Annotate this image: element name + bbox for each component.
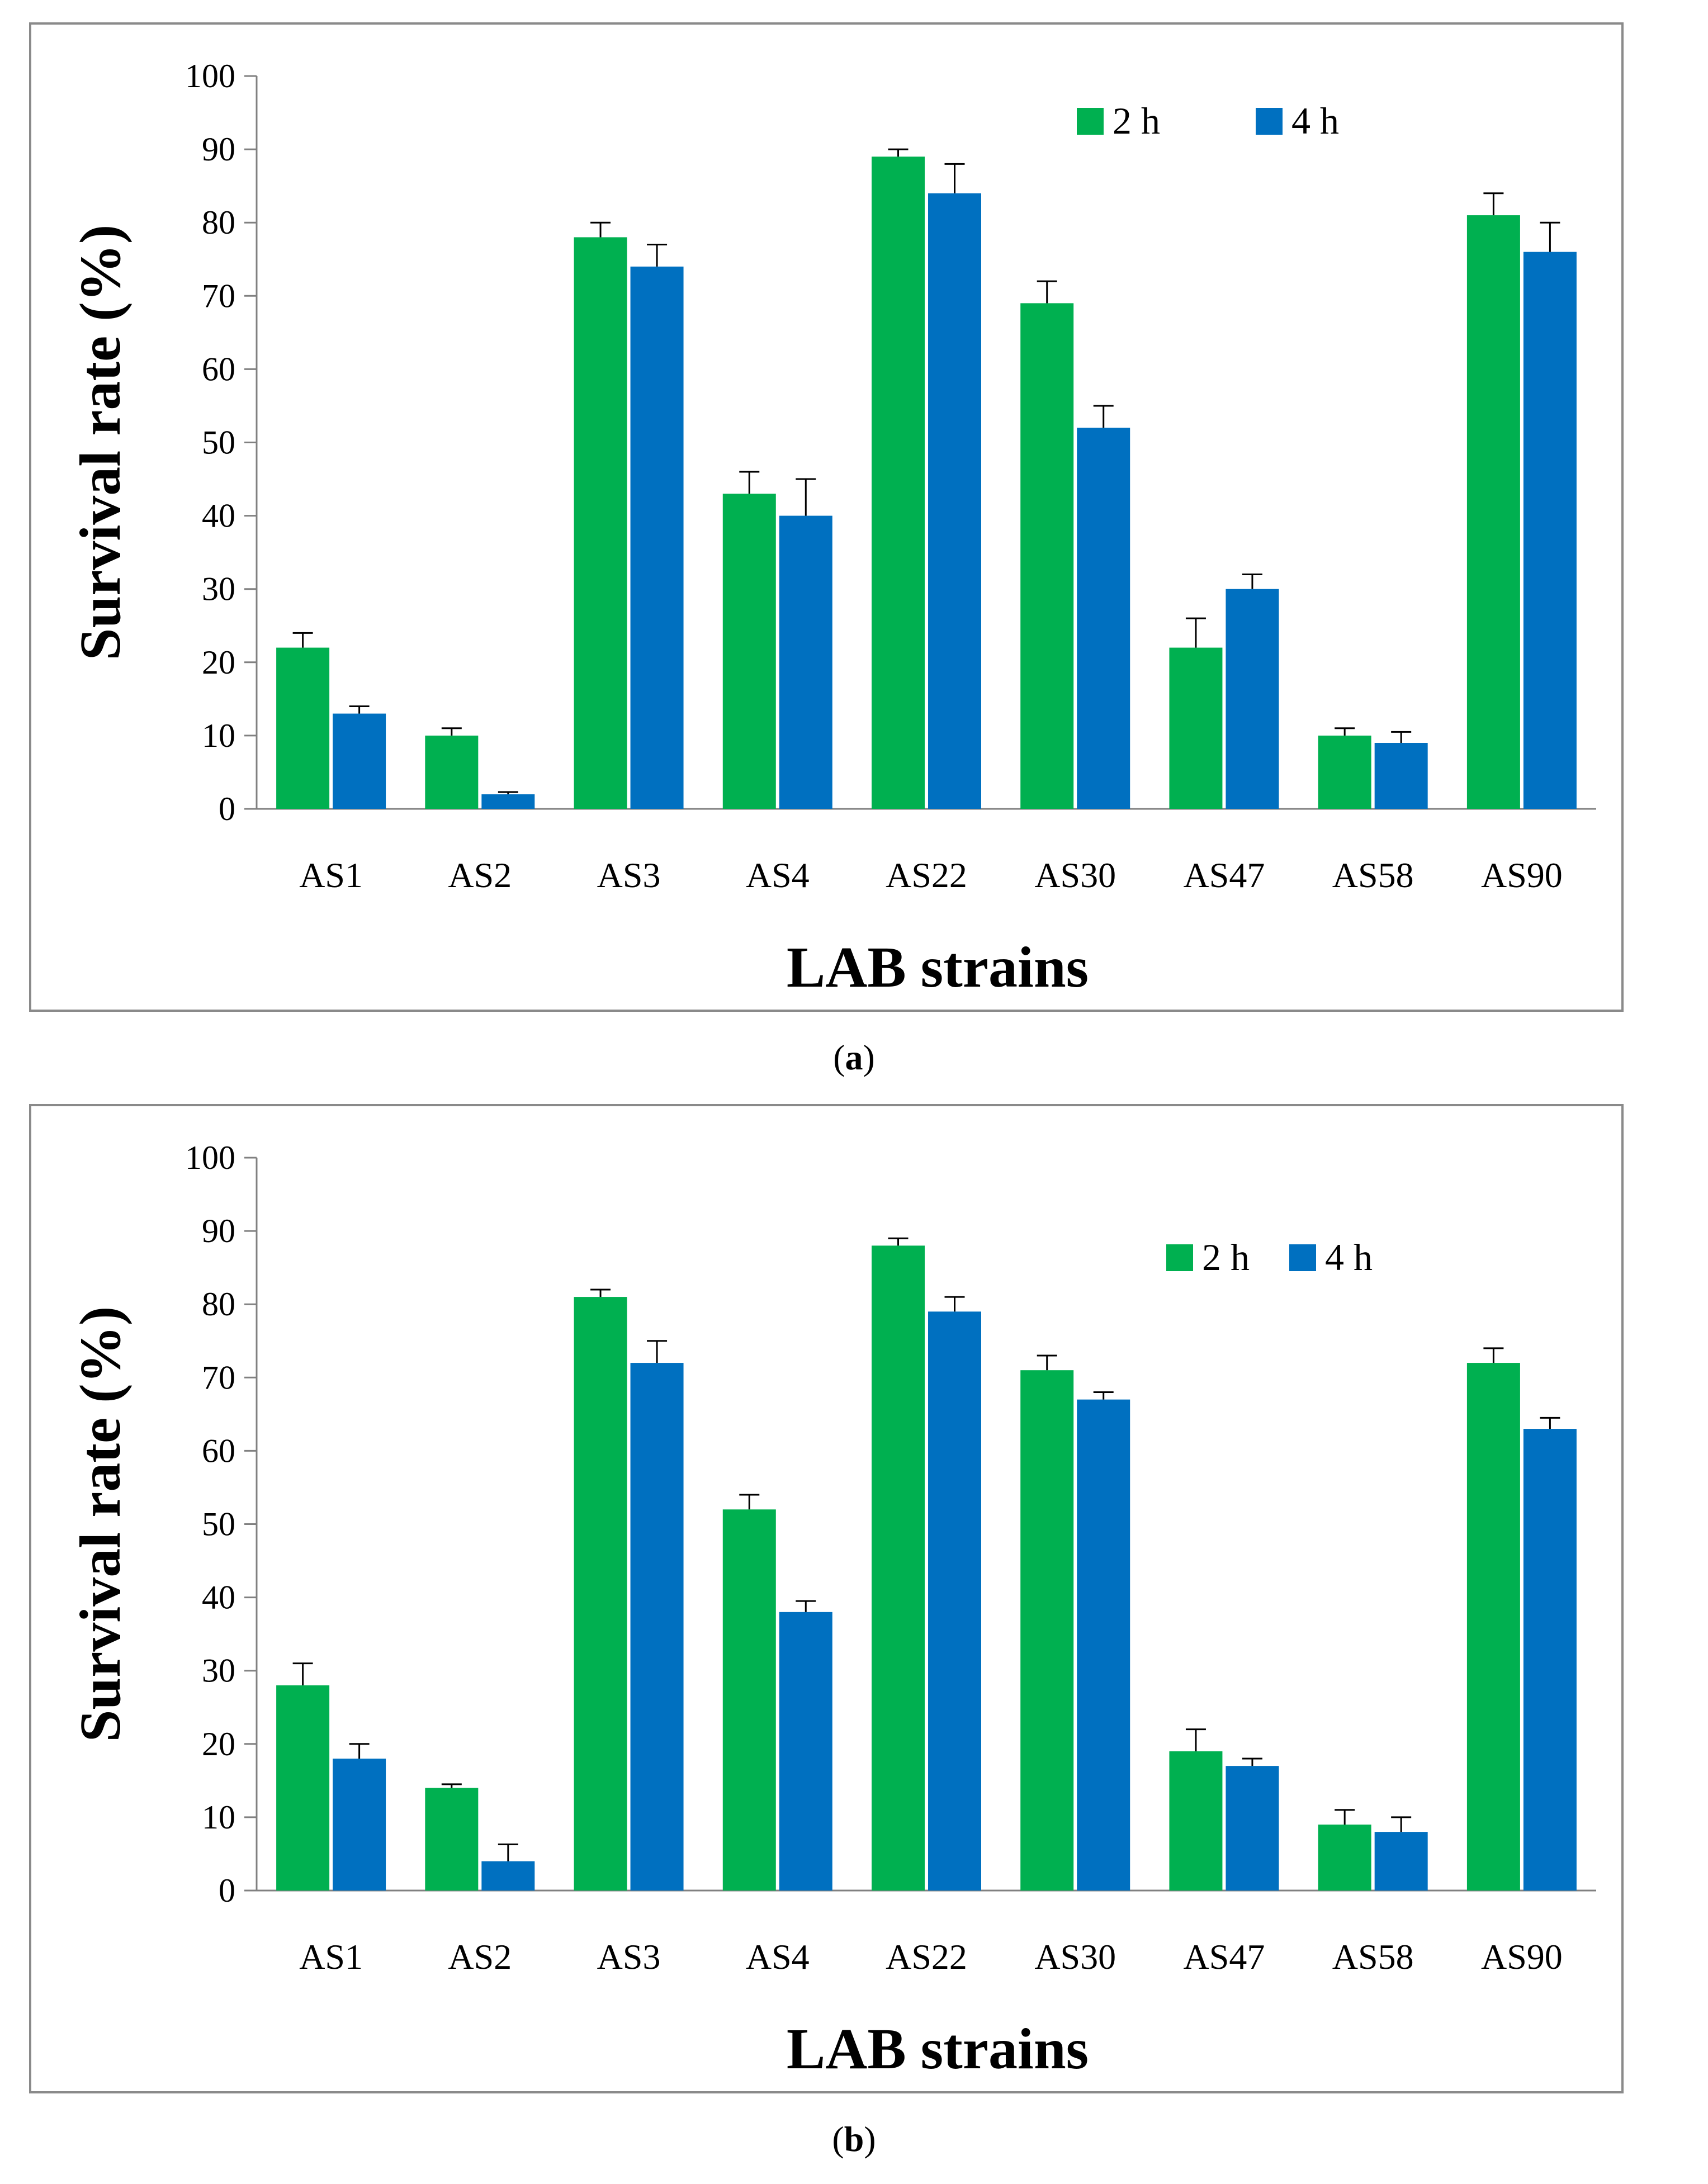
legend-swatch-4h	[1289, 1244, 1316, 1271]
y-tick-label: 20	[202, 644, 235, 681]
y-tick-label: 30	[202, 571, 235, 608]
caption-a-letter: a	[845, 1037, 863, 1077]
x-tick-label: AS22	[886, 1937, 967, 1977]
x-tick-label: AS58	[1332, 1937, 1414, 1977]
bar-4h-AS30	[1077, 1399, 1130, 1891]
bar-2h-AS47	[1169, 647, 1223, 809]
bar-4h-AS90	[1523, 1429, 1577, 1891]
bar-4h-AS3	[630, 1363, 684, 1891]
bar-2h-AS90	[1466, 215, 1520, 809]
x-tick-label: AS2	[448, 1937, 512, 1977]
y-tick-label: 0	[219, 790, 235, 827]
y-tick-label: 50	[202, 424, 235, 461]
x-tick-label: AS30	[1034, 1937, 1116, 1977]
chart-panel-b: 0 10 20 30 40 50 60 70 80 90 100 Survival rate (%) A…	[29, 1104, 1624, 2093]
bar-2h-AS22	[872, 157, 925, 809]
bar-4h-AS2	[481, 794, 535, 809]
x-tick-label: AS4	[746, 855, 810, 895]
x-tick-label: AS4	[746, 1937, 810, 1977]
bar-2h-AS4	[722, 494, 776, 809]
x-tick-label: AS22	[886, 855, 967, 895]
chart-a-svg: 0 10 20 30 40 50 60 70 80 90 100 Survival rate (%) A…	[68, 58, 1596, 999]
y-tick-label: 80	[202, 204, 235, 241]
x-tick-label: AS58	[1332, 855, 1414, 895]
y-tick-label: 10	[202, 717, 235, 754]
y-tick-label: 10	[202, 1799, 235, 1836]
bar-2h-AS1	[276, 647, 330, 809]
bar-2h-AS30	[1020, 1370, 1074, 1891]
x-tick-label: AS1	[299, 1937, 363, 1977]
x-tick-label: AS3	[597, 1937, 661, 1977]
bar-2h-AS4	[722, 1509, 776, 1891]
y-tick-label: 40	[202, 498, 235, 534]
legend-label-4h: 4 h	[1291, 100, 1339, 142]
bar-4h-AS1	[333, 1759, 386, 1891]
x-tick-label: AS90	[1481, 1937, 1563, 1977]
bar-4h-AS47	[1226, 589, 1279, 809]
legend-label-2h: 2 h	[1202, 1236, 1250, 1278]
bar-4h-AS2	[481, 1861, 535, 1891]
x-tick-label: AS1	[299, 855, 363, 895]
bar-2h-AS90	[1466, 1363, 1520, 1891]
x-tick-label: AS47	[1184, 855, 1265, 895]
bar-2h-AS3	[574, 237, 627, 809]
y-tick-label: 100	[185, 58, 235, 94]
y-tick-label: 60	[202, 350, 235, 387]
x-axis-label: LAB strains	[787, 2017, 1089, 2081]
x-tick-label: AS90	[1481, 855, 1563, 895]
x-tick-label: AS3	[597, 855, 661, 895]
legend-swatch-2h	[1077, 108, 1104, 135]
chart-b-svg: 0 10 20 30 40 50 60 70 80 90 100 Survival rate (%) A…	[68, 1139, 1596, 2081]
bar-4h-AS4	[779, 515, 832, 809]
bar-4h-AS58	[1374, 743, 1428, 809]
bar-4h-AS1	[333, 713, 386, 809]
y-tick-label: 60	[202, 1432, 235, 1469]
bar-4h-AS3	[630, 266, 684, 809]
x-tick-label: AS47	[1184, 1937, 1265, 1977]
legend-label-2h: 2 h	[1113, 100, 1160, 142]
bar-2h-AS2	[425, 735, 479, 809]
legend-label-4h: 4 h	[1325, 1236, 1373, 1278]
y-tick-label: 30	[202, 1652, 235, 1689]
y-tick-label: 50	[202, 1506, 235, 1543]
x-axis-label: LAB strains	[787, 935, 1089, 999]
bar-4h-AS22	[928, 1311, 981, 1891]
caption-a: (a)	[833, 1037, 875, 1077]
bar-4h-AS47	[1226, 1766, 1279, 1891]
y-tick-label: 20	[202, 1726, 235, 1763]
legend-swatch-4h	[1256, 108, 1283, 135]
bar-4h-AS58	[1374, 1832, 1428, 1891]
y-tick-label: 90	[202, 131, 235, 168]
y-tick-label: 90	[202, 1212, 235, 1249]
caption-b-letter: b	[844, 2119, 864, 2159]
y-tick-label: 70	[202, 277, 235, 314]
bar-4h-AS22	[928, 193, 981, 809]
bar-4h-AS30	[1077, 428, 1130, 809]
legend-swatch-2h	[1166, 1244, 1193, 1271]
bar-4h-AS4	[779, 1612, 832, 1891]
bar-2h-AS58	[1318, 1825, 1371, 1891]
y-tick-label: 70	[202, 1359, 235, 1396]
bar-2h-AS3	[574, 1297, 627, 1891]
y-axis-label: Survival rate (%)	[68, 225, 133, 661]
bar-2h-AS22	[872, 1245, 925, 1891]
chart-panel-a: 0 10 20 30 40 50 60 70 80 90 100 Survival rate (%) A…	[29, 22, 1624, 1012]
x-tick-label: AS30	[1034, 855, 1116, 895]
bar-2h-AS2	[425, 1788, 479, 1891]
bar-2h-AS30	[1020, 303, 1074, 809]
y-tick-label: 80	[202, 1286, 235, 1323]
y-tick-label: 0	[219, 1872, 235, 1909]
y-tick-label: 100	[185, 1139, 235, 1176]
bar-2h-AS1	[276, 1685, 330, 1891]
y-axis-label: Survival rate (%)	[68, 1306, 133, 1742]
bar-4h-AS90	[1523, 252, 1577, 809]
bar-2h-AS58	[1318, 735, 1371, 809]
caption-b: (b)	[832, 2119, 876, 2159]
bar-2h-AS47	[1169, 1751, 1223, 1891]
y-tick-label: 40	[202, 1579, 235, 1616]
x-tick-label: AS2	[448, 855, 512, 895]
